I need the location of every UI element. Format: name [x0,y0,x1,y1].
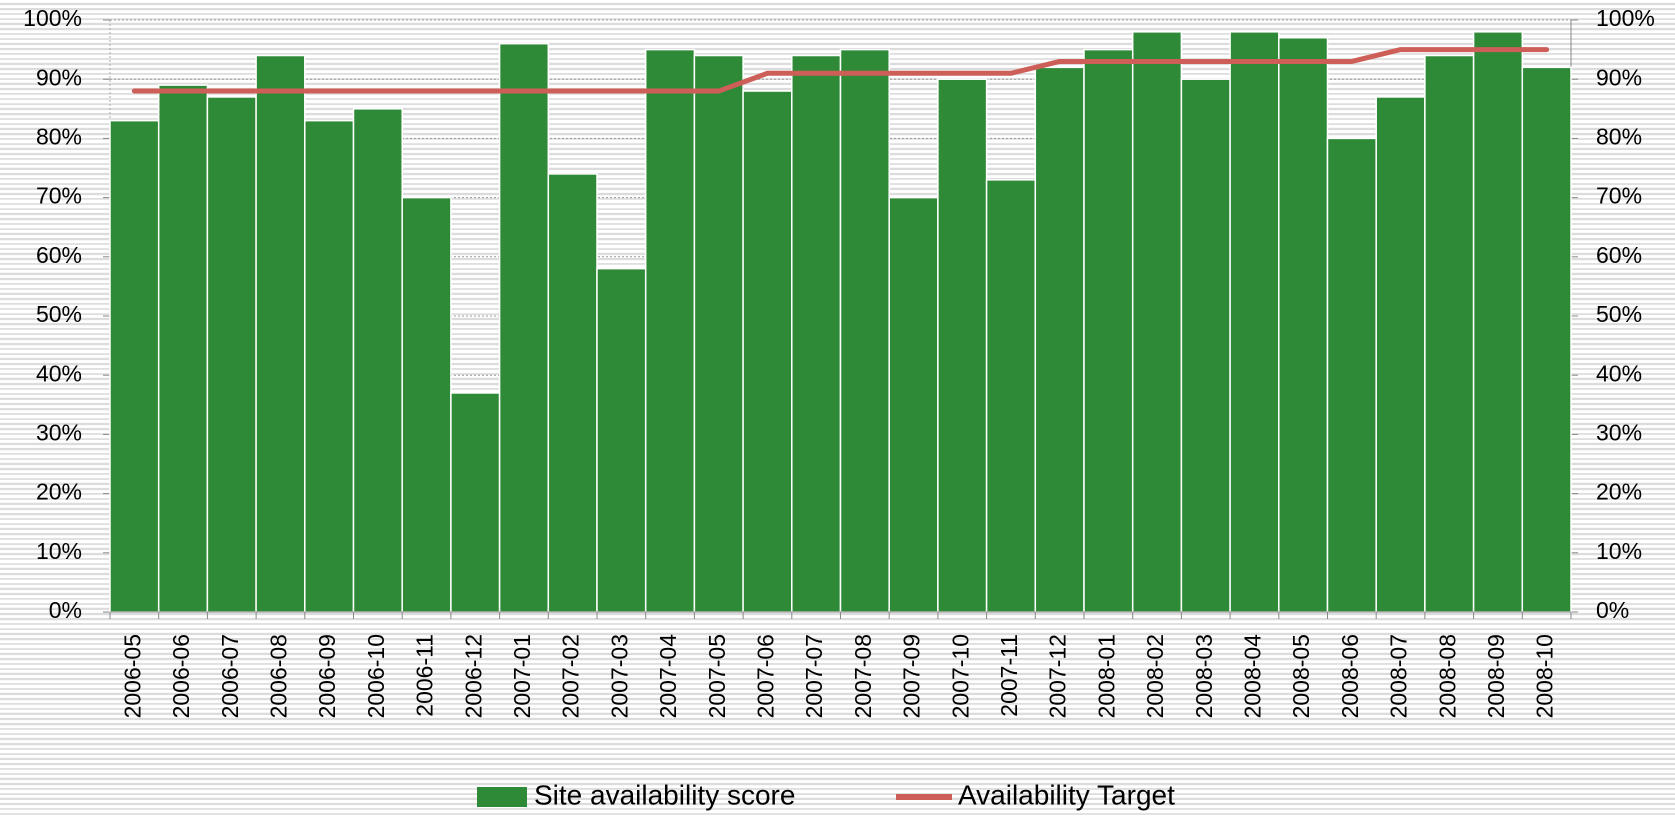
bar [888,196,939,613]
bar [206,96,257,613]
legend-swatch [477,787,527,807]
x-tick-label: 2007-07 [801,634,827,718]
x-tick-label: 2007-04 [655,634,681,719]
x-tick-label: 2008-01 [1093,634,1119,718]
x-tick-label: 2008-03 [1191,634,1217,718]
x-tick-label: 2006-06 [168,634,194,718]
target-line [131,47,1550,94]
y2-tick-label: 10% [1596,538,1642,564]
bar [644,48,696,613]
bar [255,54,306,613]
y2-tick-label: 100% [1596,5,1655,31]
bar [693,54,744,613]
x-tick-label: 2008-02 [1142,634,1168,718]
x-tick-label: 2006-07 [217,634,243,718]
bar [352,108,403,613]
bar [304,119,355,613]
x-tick-label: 2006-11 [412,634,438,717]
y-tick-label: 40% [36,360,82,386]
x-tick-label: 2007-12 [1045,634,1071,718]
bar [839,48,890,613]
x-tick-label: 2008-07 [1386,634,1412,718]
y-tick-label: 10% [36,538,82,564]
bar [791,54,842,613]
x-tick-label: 2006-12 [460,634,486,718]
x-tick-label: 2008-05 [1288,634,1314,718]
y2-tick-label: 70% [1596,183,1642,209]
x-tick-label: 2007-02 [558,634,584,718]
x-tick-label: 2006-05 [119,634,145,718]
bar [1229,31,1280,613]
bar [1424,54,1475,613]
y-tick-label: 30% [36,419,82,445]
y2-tick-label: 0% [1596,597,1629,623]
x-tick-label: 2006-08 [266,634,292,718]
bar [109,119,160,613]
x-tick-label: 2008-06 [1337,634,1363,718]
x-tick-label: 2008-10 [1532,634,1558,718]
y2-tick-label: 90% [1596,64,1642,90]
x-tick-label: 2008-08 [1434,634,1460,718]
legend-label: Site availability score [534,779,795,810]
x-tick-label: 2008-09 [1483,634,1509,718]
x-tick-label: 2007-06 [753,634,779,718]
y2-tick-label: 50% [1596,301,1642,327]
bar [937,78,988,613]
x-tick-label: 2007-10 [947,634,973,718]
y-tick-label: 50% [36,301,82,327]
bar [1278,37,1329,613]
y-tick-label: 20% [36,479,82,505]
y-tick-label: 70% [36,183,82,209]
y-tick-label: 0% [49,597,82,623]
y-tick-label: 90% [36,64,82,90]
bar [1034,66,1085,613]
x-tick-label: 2008-04 [1240,634,1266,719]
bar [1472,31,1524,613]
x-tick-label: 2007-03 [606,634,632,718]
bar [450,392,501,613]
x-tick-label: 2007-08 [850,634,876,718]
y2-tick-label: 40% [1596,360,1642,386]
y-tick-label: 60% [36,242,82,268]
legend-label: Availability Target [958,779,1175,810]
x-tick-label: 2007-09 [899,634,925,718]
bar [985,179,1037,613]
y-tick-label: 100% [23,5,82,31]
x-tick-label: 2007-05 [704,634,730,718]
y2-tick-label: 60% [1596,242,1642,268]
y2-tick-label: 30% [1596,419,1642,445]
bar [498,42,550,613]
y2-tick-label: 80% [1596,123,1642,149]
bar [547,173,598,613]
bar [157,84,209,613]
x-tick-label: 2007-01 [509,634,535,718]
y-tick-label: 80% [36,123,82,149]
x-tick-label: 2006-10 [363,634,389,718]
bar [1083,48,1134,613]
bar [1375,96,1426,613]
bar [1131,31,1183,613]
bar [1180,78,1231,613]
x-tick-label: 2007-11 [996,634,1022,717]
x-tick-label: 2006-09 [314,634,340,718]
y2-tick-label: 20% [1596,479,1642,505]
bar [401,196,452,613]
bar [596,267,647,613]
bar [1326,137,1377,613]
bar [1521,66,1572,613]
bar [742,90,793,613]
